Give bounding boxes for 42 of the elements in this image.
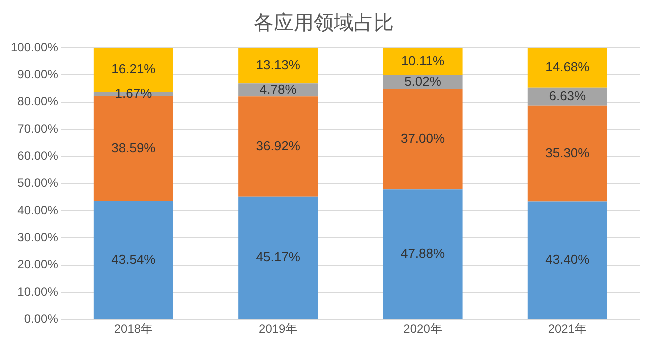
y-tick-label: 20.00%	[18, 258, 59, 272]
data-label: 45.17%	[256, 250, 301, 265]
bar	[383, 89, 463, 190]
data-label: 43.40%	[546, 252, 590, 267]
data-label: 16.21%	[112, 62, 156, 77]
data-label: 5.02%	[404, 74, 442, 89]
y-tick-label: 60.00%	[18, 148, 59, 163]
bar	[238, 48, 318, 84]
bar	[94, 96, 174, 202]
data-label: 36.92%	[256, 138, 301, 154]
x-tick-label: 2019年	[259, 322, 298, 336]
y-tick-label: 10.00%	[18, 284, 59, 299]
x-tick-label: 2020年	[404, 322, 442, 336]
bar	[383, 190, 463, 320]
y-tick-label: 80.00%	[18, 94, 59, 109]
x-tick-label: 2021年	[548, 322, 588, 336]
y-tick-label: 30.00%	[18, 230, 59, 244]
y-tick-label: 100.00%	[11, 40, 59, 54]
data-label: 47.88%	[400, 246, 446, 261]
data-label: 14.68%	[546, 60, 590, 75]
data-label: 6.63%	[549, 88, 587, 104]
data-label: 37.00%	[400, 130, 446, 146]
bar	[528, 106, 608, 202]
data-label: 38.59%	[112, 140, 156, 156]
y-tick-label: 40.00%	[18, 203, 59, 218]
data-label: 35.30%	[546, 145, 590, 160]
y-tick-label: 70.00%	[18, 122, 59, 136]
y-tick-label: 0.00%	[24, 312, 59, 326]
y-tick-label: 90.00%	[18, 67, 59, 82]
data-label: 10.11%	[401, 53, 446, 68]
chart-title: 各应用领域占比	[254, 12, 394, 35]
y-tick-label: 50.00%	[18, 176, 59, 190]
bar	[94, 201, 174, 320]
bar	[528, 48, 608, 88]
data-label: 43.54%	[112, 252, 156, 267]
data-label: 4.78%	[260, 82, 298, 97]
bar	[238, 96, 318, 197]
bar	[528, 202, 608, 320]
bar	[238, 196, 318, 320]
data-label: 13.13%	[256, 57, 301, 72]
bar	[383, 48, 463, 76]
x-tick-label: 2018年	[114, 322, 154, 336]
